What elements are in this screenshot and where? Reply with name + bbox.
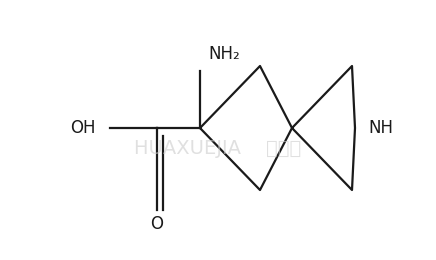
Text: HUAXUEJIA    化学加: HUAXUEJIA 化学加 <box>134 139 302 158</box>
Text: OH: OH <box>71 119 96 137</box>
Text: NH₂: NH₂ <box>208 45 240 63</box>
Text: O: O <box>150 215 164 233</box>
Text: NH: NH <box>368 119 393 137</box>
